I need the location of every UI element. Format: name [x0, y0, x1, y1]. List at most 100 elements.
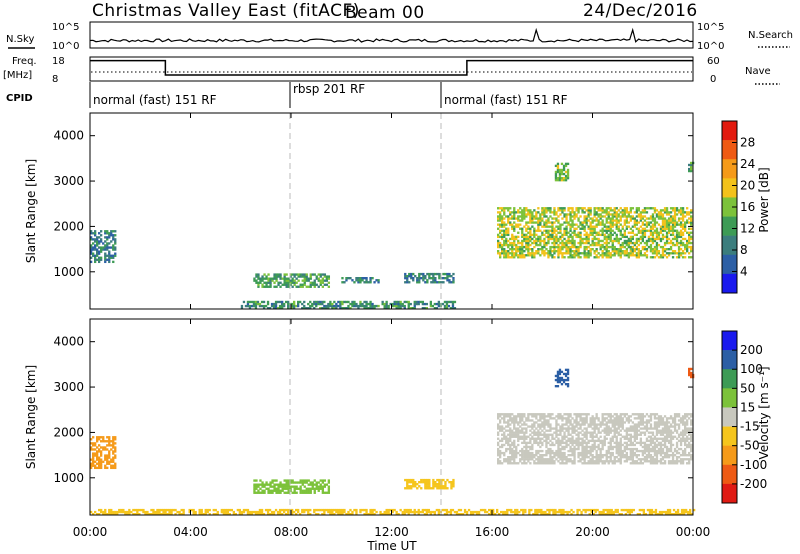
heatmap-cell — [104, 510, 107, 514]
heatmap-cell — [531, 447, 534, 451]
heatmap-cell — [647, 451, 651, 455]
heatmap-cell — [585, 454, 588, 457]
heatmap-cell — [541, 423, 544, 426]
heatmap-cell — [687, 510, 690, 514]
heatmap-cell — [98, 448, 101, 451]
heatmap-cell — [307, 513, 310, 516]
heatmap-cell — [503, 413, 506, 416]
heatmap-cell — [579, 221, 582, 224]
heatmap-cell — [597, 221, 600, 224]
heatmap-cell — [679, 207, 683, 210]
heatmap-cell — [669, 425, 673, 428]
heatmap-cell — [569, 439, 572, 443]
heatmap-cell — [566, 385, 570, 388]
heatmap-cell — [427, 510, 431, 514]
heatmap-cell — [617, 454, 620, 457]
heatmap-cell — [667, 248, 671, 251]
heatmap-cell — [357, 304, 360, 308]
heatmap-cell — [410, 478, 413, 482]
heatmap-cell — [561, 243, 564, 247]
heatmap-cell — [595, 256, 598, 259]
heatmap-cell — [607, 462, 610, 465]
heatmap-cell — [547, 419, 550, 422]
heatmap-cell — [561, 256, 564, 259]
heatmap-cell — [554, 172, 558, 176]
heatmap-cell — [607, 207, 610, 210]
heatmap-cell — [276, 513, 280, 516]
heatmap-cell — [603, 248, 606, 251]
heatmap-cell — [331, 510, 334, 514]
heatmap-cell — [609, 447, 612, 451]
heatmap-cell — [255, 279, 258, 282]
heatmap-cell — [301, 479, 304, 482]
heatmap-cell — [688, 462, 691, 465]
heatmap-cell — [690, 423, 693, 426]
heatmap-cell — [455, 510, 459, 514]
heatmap-cell — [253, 489, 256, 492]
heatmap-cell — [563, 256, 566, 259]
heatmap-cell — [418, 279, 421, 282]
heatmap-cell — [549, 413, 552, 416]
heatmap-cell — [684, 421, 687, 424]
heatmap-cell — [669, 445, 673, 449]
heatmap-cell — [673, 421, 677, 424]
heatmap-cell — [635, 454, 639, 457]
heatmap-cell — [563, 221, 566, 224]
heatmap-cell — [557, 451, 560, 455]
heatmap-cell — [541, 449, 544, 453]
heatmap-cell — [651, 219, 655, 222]
heatmap-cell — [415, 510, 418, 514]
heatmap-cell — [647, 221, 651, 224]
heatmap-cell — [559, 454, 562, 457]
heatmap-cell — [673, 462, 677, 465]
heatmap-cell — [621, 427, 624, 430]
heatmap-cell — [557, 231, 560, 234]
heatmap-cell — [591, 460, 594, 463]
heatmap-cell — [106, 454, 109, 457]
heatmap-cell — [665, 423, 669, 426]
heatmap-cell — [108, 246, 111, 249]
heatmap-cell — [507, 433, 510, 436]
heatmap-cell — [539, 456, 542, 459]
heatmap-cell — [688, 233, 691, 237]
heatmap-cell — [339, 508, 342, 512]
heatmap-cell — [446, 478, 449, 482]
heatmap-cell — [102, 246, 105, 249]
heatmap-cell — [616, 508, 619, 512]
heatmap-cell — [545, 435, 548, 438]
heatmap-cell — [443, 508, 447, 512]
heatmap-cell — [619, 433, 622, 436]
heatmap-cell — [633, 437, 637, 440]
heatmap-cell — [579, 227, 582, 230]
heatmap-cell — [509, 449, 512, 453]
heatmap-cell — [393, 302, 396, 306]
heatmap-cell — [273, 277, 276, 280]
heatmap-cell — [566, 174, 570, 178]
heatmap-cell — [521, 219, 524, 222]
heatmap-cell — [686, 419, 689, 422]
heatmap-cell — [569, 460, 572, 463]
heatmap-cell — [667, 425, 671, 428]
heatmap-cell — [566, 172, 570, 176]
heatmap-cell — [331, 304, 334, 308]
heatmap-cell — [555, 423, 558, 426]
heatmap-cell — [579, 427, 582, 430]
heatmap-cell — [609, 427, 612, 430]
heatmap-cell — [299, 487, 302, 490]
heatmap-cell — [511, 417, 514, 420]
heatmap-cell — [549, 443, 552, 447]
heatmap-cell — [581, 456, 584, 459]
heatmap-cell — [301, 489, 304, 492]
heatmap-cell — [667, 241, 671, 245]
heatmap-cell — [564, 177, 568, 180]
heatmap-cell — [571, 211, 574, 214]
heatmap-cell — [353, 508, 356, 512]
heatmap-cell — [576, 513, 579, 516]
heatmap-cell — [162, 513, 165, 516]
heatmap-cell — [545, 429, 548, 432]
heatmap-cell — [98, 462, 101, 465]
heatmap-cell — [635, 233, 639, 237]
heatmap-cell — [565, 441, 568, 445]
heatmap-cell — [623, 454, 627, 457]
heatmap-cell — [513, 443, 516, 447]
